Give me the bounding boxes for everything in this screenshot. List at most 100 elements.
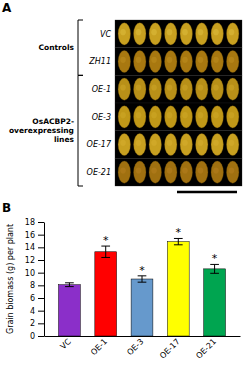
grain-body bbox=[165, 78, 177, 100]
tick: 16 bbox=[25, 231, 44, 240]
grain-body bbox=[180, 78, 192, 100]
grain-highlight bbox=[198, 140, 204, 146]
grain bbox=[118, 133, 130, 155]
grain-body bbox=[196, 133, 208, 155]
panel-a: AVCZH11OE-1OE-3OE-17OE-21ControlsOsACBP2… bbox=[2, 1, 242, 192]
grain bbox=[134, 161, 146, 183]
grain bbox=[118, 161, 130, 183]
grain-body bbox=[149, 23, 161, 45]
grain bbox=[165, 161, 177, 183]
grain bbox=[227, 161, 239, 183]
group-label: Controls bbox=[39, 43, 75, 52]
grain-highlight bbox=[213, 29, 219, 35]
panel-label: B bbox=[2, 201, 11, 215]
grain-highlight bbox=[213, 167, 219, 173]
grain-highlight bbox=[120, 140, 126, 146]
tick-label: 0 bbox=[30, 332, 35, 341]
significance-label: * bbox=[176, 226, 182, 239]
grain-highlight bbox=[229, 29, 235, 35]
grain-body bbox=[227, 106, 239, 128]
grain-highlight bbox=[182, 57, 188, 63]
grain-highlight bbox=[120, 29, 126, 35]
tick-mark bbox=[38, 273, 44, 274]
panel-label: A bbox=[2, 1, 12, 15]
grain-body bbox=[211, 23, 223, 45]
grain-body bbox=[227, 161, 239, 183]
tick: VC bbox=[59, 336, 73, 351]
tick: 2 bbox=[30, 319, 44, 328]
grain-body bbox=[149, 133, 161, 155]
row-background bbox=[115, 131, 242, 159]
grain-body bbox=[118, 133, 130, 155]
tick-mark bbox=[38, 222, 44, 223]
y-axis: 024681012141618 bbox=[25, 218, 45, 341]
row-label: ZH11 bbox=[88, 57, 111, 66]
grain-body bbox=[149, 78, 161, 100]
tick-label: 16 bbox=[25, 231, 35, 240]
grain bbox=[149, 23, 161, 45]
grain-body bbox=[149, 106, 161, 128]
row-label: OE-17 bbox=[87, 140, 112, 149]
grain-highlight bbox=[182, 167, 188, 173]
tick: OE-17 bbox=[158, 336, 182, 361]
grain bbox=[118, 50, 130, 72]
grain-body bbox=[134, 133, 146, 155]
grain-body bbox=[134, 78, 146, 100]
grain-body bbox=[211, 78, 223, 100]
grain-highlight bbox=[182, 84, 188, 90]
x-axis: VCOE-1OE-3OE-17OE-21 bbox=[45, 336, 241, 361]
grain bbox=[227, 106, 239, 128]
row-label: OE-21 bbox=[87, 168, 111, 177]
grain-highlight bbox=[229, 167, 235, 173]
grain-highlight bbox=[167, 29, 173, 35]
grain bbox=[227, 78, 239, 100]
grain bbox=[180, 106, 192, 128]
grain-body bbox=[196, 78, 208, 100]
tick-mark bbox=[38, 260, 44, 261]
tick-label: VC bbox=[59, 337, 73, 351]
grain-highlight bbox=[120, 57, 126, 63]
grain-body bbox=[165, 23, 177, 45]
grain-body bbox=[149, 161, 161, 183]
grain-highlight bbox=[167, 57, 173, 63]
grain-body bbox=[165, 106, 177, 128]
grain-highlight bbox=[120, 84, 126, 90]
grain bbox=[211, 161, 223, 183]
tick-label: 4 bbox=[30, 307, 35, 316]
significance-label: * bbox=[139, 264, 145, 277]
row-background bbox=[115, 75, 242, 103]
grain-body bbox=[227, 50, 239, 72]
grain-highlight bbox=[198, 167, 204, 173]
grain bbox=[149, 133, 161, 155]
grain-body bbox=[165, 50, 177, 72]
tick-mark bbox=[38, 247, 44, 248]
grain bbox=[211, 133, 223, 155]
grain bbox=[227, 50, 239, 72]
tick-label: 2 bbox=[30, 319, 35, 328]
tick-label: OE-1 bbox=[89, 337, 109, 357]
image-row bbox=[115, 75, 242, 103]
grain-highlight bbox=[151, 84, 157, 90]
grain-highlight bbox=[120, 112, 126, 118]
grain bbox=[134, 106, 146, 128]
tick-mark bbox=[38, 311, 44, 312]
grain-body bbox=[227, 78, 239, 100]
grain-body bbox=[180, 23, 192, 45]
image-row bbox=[115, 20, 242, 48]
tick: OE-3 bbox=[125, 336, 145, 357]
grain-body bbox=[118, 78, 130, 100]
group-label: OsACBP2-overexpressinglines bbox=[9, 117, 75, 144]
grain-highlight bbox=[136, 57, 142, 63]
grain bbox=[180, 50, 192, 72]
grain bbox=[211, 50, 223, 72]
tick-label: 14 bbox=[25, 243, 35, 252]
grain bbox=[165, 50, 177, 72]
tick: 14 bbox=[25, 243, 44, 252]
grain bbox=[180, 23, 192, 45]
tick-mark bbox=[38, 298, 44, 299]
grain bbox=[165, 78, 177, 100]
row-background bbox=[115, 48, 242, 76]
grain-body bbox=[211, 106, 223, 128]
bar bbox=[131, 279, 153, 336]
grain-body bbox=[118, 50, 130, 72]
